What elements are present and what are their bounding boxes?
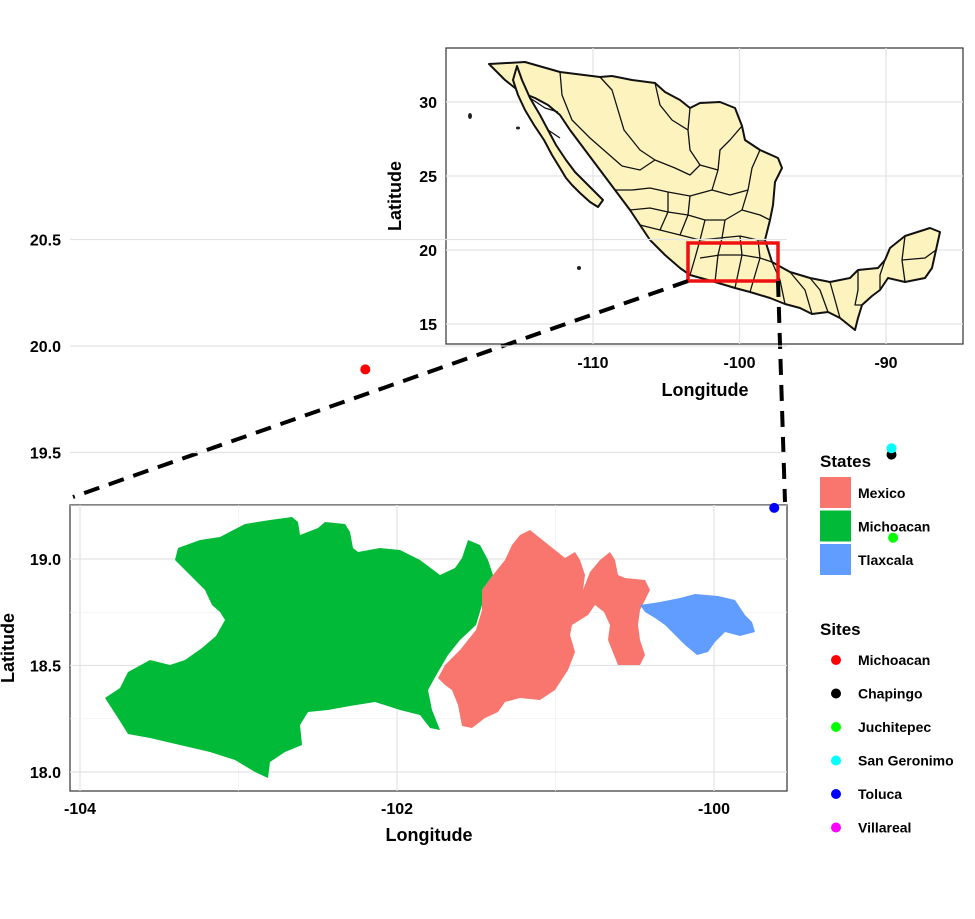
detail-y-tick-label: 20.0: [30, 339, 61, 356]
legend-site-label: Toluca: [858, 786, 902, 802]
legend-site-label: Juchitepec: [858, 719, 931, 735]
legend-site-marker: [831, 688, 841, 699]
legend-state-swatch: [820, 477, 851, 508]
detail-x-tick-label: -104: [64, 801, 96, 818]
legend-state-label: Tlaxcala: [858, 552, 913, 568]
overview-y-tick-label: 30: [419, 95, 437, 112]
site-point-toluca: [769, 502, 780, 513]
overview-y-tick-label: 25: [419, 169, 437, 186]
detail-y-axis-title: Latitude: [0, 613, 18, 683]
legend-site-label: Villareal: [858, 820, 911, 836]
state-mexico-shape: [438, 530, 650, 728]
overview-y-axis-title: Latitude: [385, 161, 405, 231]
connector-line-right: [776, 280, 787, 503]
site-point-san-geronimo: [886, 443, 897, 454]
legend-state-label: Michoacan: [858, 519, 930, 535]
overview-x-tick-label: -90: [874, 355, 897, 372]
legend: States Mexico Michoacan Tlaxcala Sites Mic…: [820, 452, 954, 836]
baja-california-shape: [512, 65, 604, 208]
legend-site-marker: [831, 755, 841, 766]
detail-x-tick-label: -100: [698, 801, 730, 818]
legend-sites-title: Sites: [820, 620, 861, 639]
legend-states: Mexico Michoacan Tlaxcala: [820, 477, 930, 575]
site-point-michoacan: [360, 364, 371, 375]
legend-site-marker: [831, 655, 841, 665]
state-michoacan-shape: [105, 517, 493, 778]
detail-y-tick-label: 19.5: [30, 446, 61, 463]
detail-y-tick-label: 20.5: [30, 233, 61, 250]
overview-x-tick-label: -110: [577, 355, 608, 372]
overview-y-tick-label: 15: [419, 317, 437, 334]
overview-tick-labels: -110 -100 -90 15 20 25 30: [419, 95, 897, 372]
legend-site-marker: [831, 722, 841, 732]
zoom-region-box: [686, 241, 780, 283]
detail-x-tick-label: -102: [381, 801, 413, 818]
detail-map: -104-102-100-9818.018.519.019.520.020.5 …: [0, 233, 899, 845]
site-point-juchitepec: [888, 532, 899, 543]
overview-x-tick-label: -100: [723, 355, 755, 372]
zoom-connector-lines: [72, 279, 787, 503]
legend-state-label: Mexico: [858, 485, 905, 501]
island-socorro: [577, 266, 581, 270]
detail-y-tick-label: 19.0: [30, 552, 61, 569]
site-points: [360, 364, 899, 543]
legend-states-title: States: [820, 452, 871, 471]
legend-state-swatch: [820, 544, 851, 575]
legend-site-marker: [831, 789, 841, 799]
overview-map: -110 -100 -90 15 20 25 30 Longitude Latitude: [385, 47, 964, 400]
state-tlaxcala-shape: [640, 594, 755, 655]
detail-y-tick-label: 18.5: [30, 659, 61, 676]
detail-x-axis-title: Longitude: [386, 825, 473, 845]
legend-state-swatch: [820, 510, 851, 542]
legend-site-marker: [831, 822, 841, 833]
legend-site-label: Chapingo: [858, 686, 923, 702]
legend-site-label: Michoacan: [858, 652, 930, 668]
island-cedros: [516, 126, 520, 130]
legend-site-label: San Geronimo: [858, 753, 954, 769]
detail-tick-labels: -104-102-100-9818.018.519.019.520.020.5: [30, 233, 730, 819]
detail-y-tick-label: 18.0: [30, 765, 61, 782]
legend-sites: Michoacan Chapingo Juchitepec San Geronimo T…: [831, 652, 954, 836]
island-guadalupe: [468, 113, 472, 119]
overview-x-axis-title: Longitude: [662, 380, 749, 400]
connector-line-left: [72, 279, 689, 499]
overview-y-tick-label: 20: [419, 243, 437, 260]
